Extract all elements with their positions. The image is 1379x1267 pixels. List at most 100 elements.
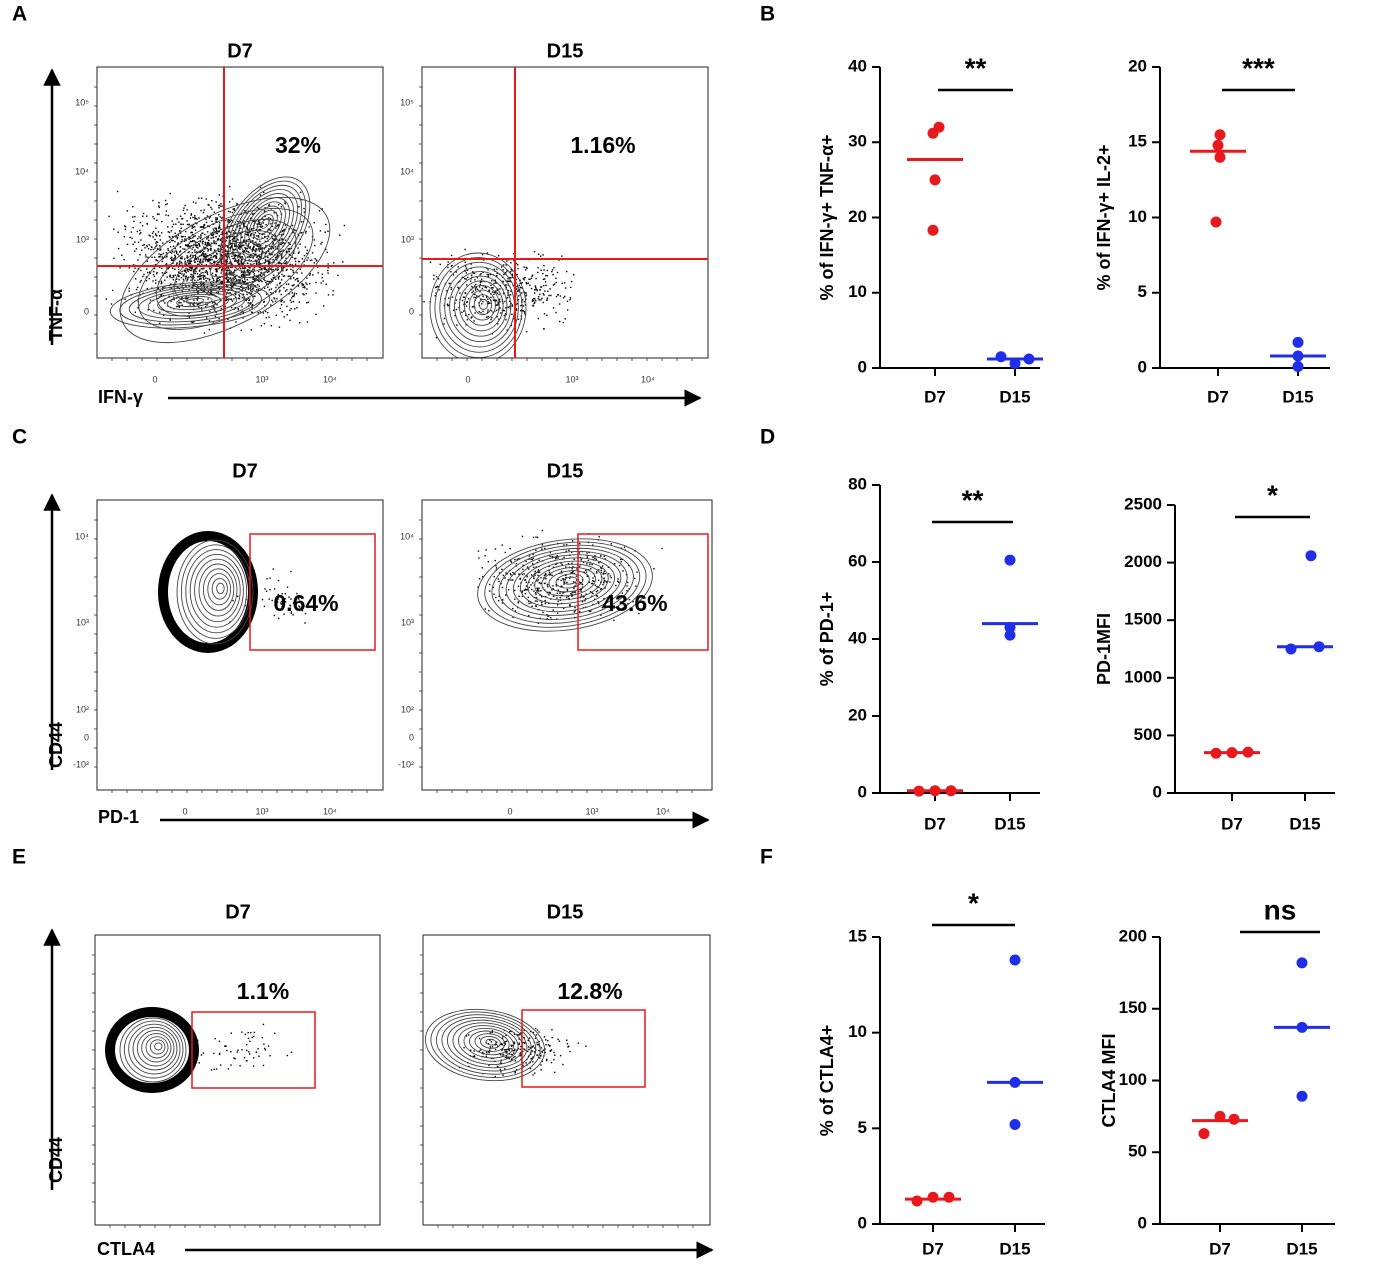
event-dot xyxy=(191,225,194,227)
event-dot xyxy=(472,305,474,308)
contour xyxy=(459,280,504,332)
event-dot xyxy=(540,269,542,271)
event-dot xyxy=(495,300,498,302)
event-dot xyxy=(166,276,168,278)
x-tick-label: 10⁴ xyxy=(323,374,337,384)
event-dot xyxy=(489,583,491,586)
event-dot xyxy=(203,224,205,227)
event-dot xyxy=(215,221,217,223)
event-dot xyxy=(587,559,589,562)
event-dot xyxy=(501,1049,503,1051)
event-dot xyxy=(531,558,533,561)
event-dot xyxy=(540,1054,542,1056)
event-dot xyxy=(571,562,573,565)
event-dot xyxy=(507,306,510,309)
event-dot xyxy=(218,194,221,196)
contour xyxy=(478,298,489,310)
event-dot xyxy=(277,593,279,596)
event-dot xyxy=(498,572,501,574)
event-dot xyxy=(226,284,228,287)
event-dot xyxy=(194,226,196,228)
contour xyxy=(463,1027,515,1059)
event-dot xyxy=(518,284,520,287)
gate-box xyxy=(191,1011,316,1089)
event-dot xyxy=(252,220,255,222)
event-dot xyxy=(479,281,482,283)
event-dot xyxy=(486,267,488,269)
event-dot xyxy=(184,248,186,250)
event-dot xyxy=(490,310,493,312)
event-dot xyxy=(195,256,197,258)
event-dot xyxy=(235,283,237,285)
event-dot xyxy=(215,280,218,282)
event-dot xyxy=(525,295,527,297)
data-point xyxy=(1292,360,1304,372)
event-dot xyxy=(200,282,202,284)
event-dot xyxy=(236,245,238,248)
y-tick-label: -10² xyxy=(398,759,414,769)
event-dot xyxy=(263,301,265,303)
event-dot xyxy=(247,288,250,290)
event-dot xyxy=(538,581,540,584)
event-dot xyxy=(175,223,177,225)
contour xyxy=(132,1026,178,1071)
event-dot xyxy=(117,231,119,233)
event-dot xyxy=(493,293,495,296)
event-dot xyxy=(270,281,272,283)
event-dot xyxy=(155,242,157,244)
event-dot xyxy=(249,290,252,292)
event-dot xyxy=(297,233,299,235)
event-dot xyxy=(258,263,260,266)
event-dot xyxy=(480,278,483,280)
event-dot xyxy=(319,230,322,232)
event-dot xyxy=(482,295,484,298)
event-dot xyxy=(292,614,294,616)
event-dot xyxy=(281,242,284,245)
event-dot xyxy=(539,293,541,296)
event-dot xyxy=(209,216,212,218)
event-dot xyxy=(142,215,144,217)
event-dot xyxy=(219,228,222,230)
event-dot xyxy=(312,274,314,276)
event-dot xyxy=(505,286,508,288)
event-dot xyxy=(515,278,518,281)
event-dot xyxy=(243,244,245,247)
event-dot xyxy=(186,209,188,211)
event-dot xyxy=(159,322,161,324)
event-dot xyxy=(545,274,547,277)
event-dot xyxy=(531,275,533,277)
event-dot xyxy=(503,309,506,312)
event-dot xyxy=(317,272,319,274)
event-dot xyxy=(530,558,532,560)
event-dot xyxy=(521,535,524,538)
event-dot xyxy=(562,592,564,594)
event-dot xyxy=(181,217,184,220)
event-dot xyxy=(258,233,261,235)
event-dot xyxy=(252,252,254,255)
y-tick-label: 0 xyxy=(858,782,867,801)
event-dot xyxy=(562,297,565,299)
event-dot xyxy=(209,310,211,313)
event-dot xyxy=(532,553,534,556)
event-dot xyxy=(495,596,497,599)
event-dot xyxy=(537,1043,540,1046)
event-dot xyxy=(429,261,432,263)
contour xyxy=(191,241,263,291)
event-dot xyxy=(509,294,512,296)
event-dot xyxy=(596,589,599,592)
gate-percent: 43.6% xyxy=(602,590,667,616)
event-dot xyxy=(134,267,136,269)
event-dot xyxy=(546,275,549,277)
event-dot xyxy=(572,565,574,568)
event-dot xyxy=(618,564,621,567)
event-dot xyxy=(306,277,308,279)
flow-contents xyxy=(424,1008,587,1082)
event-dot xyxy=(507,280,510,283)
event-dot xyxy=(144,247,146,249)
event-dot xyxy=(202,258,204,260)
event-dot xyxy=(269,218,272,220)
event-dot xyxy=(495,282,497,284)
event-dot xyxy=(191,267,193,270)
event-dot xyxy=(529,278,531,281)
event-dot xyxy=(268,316,270,318)
